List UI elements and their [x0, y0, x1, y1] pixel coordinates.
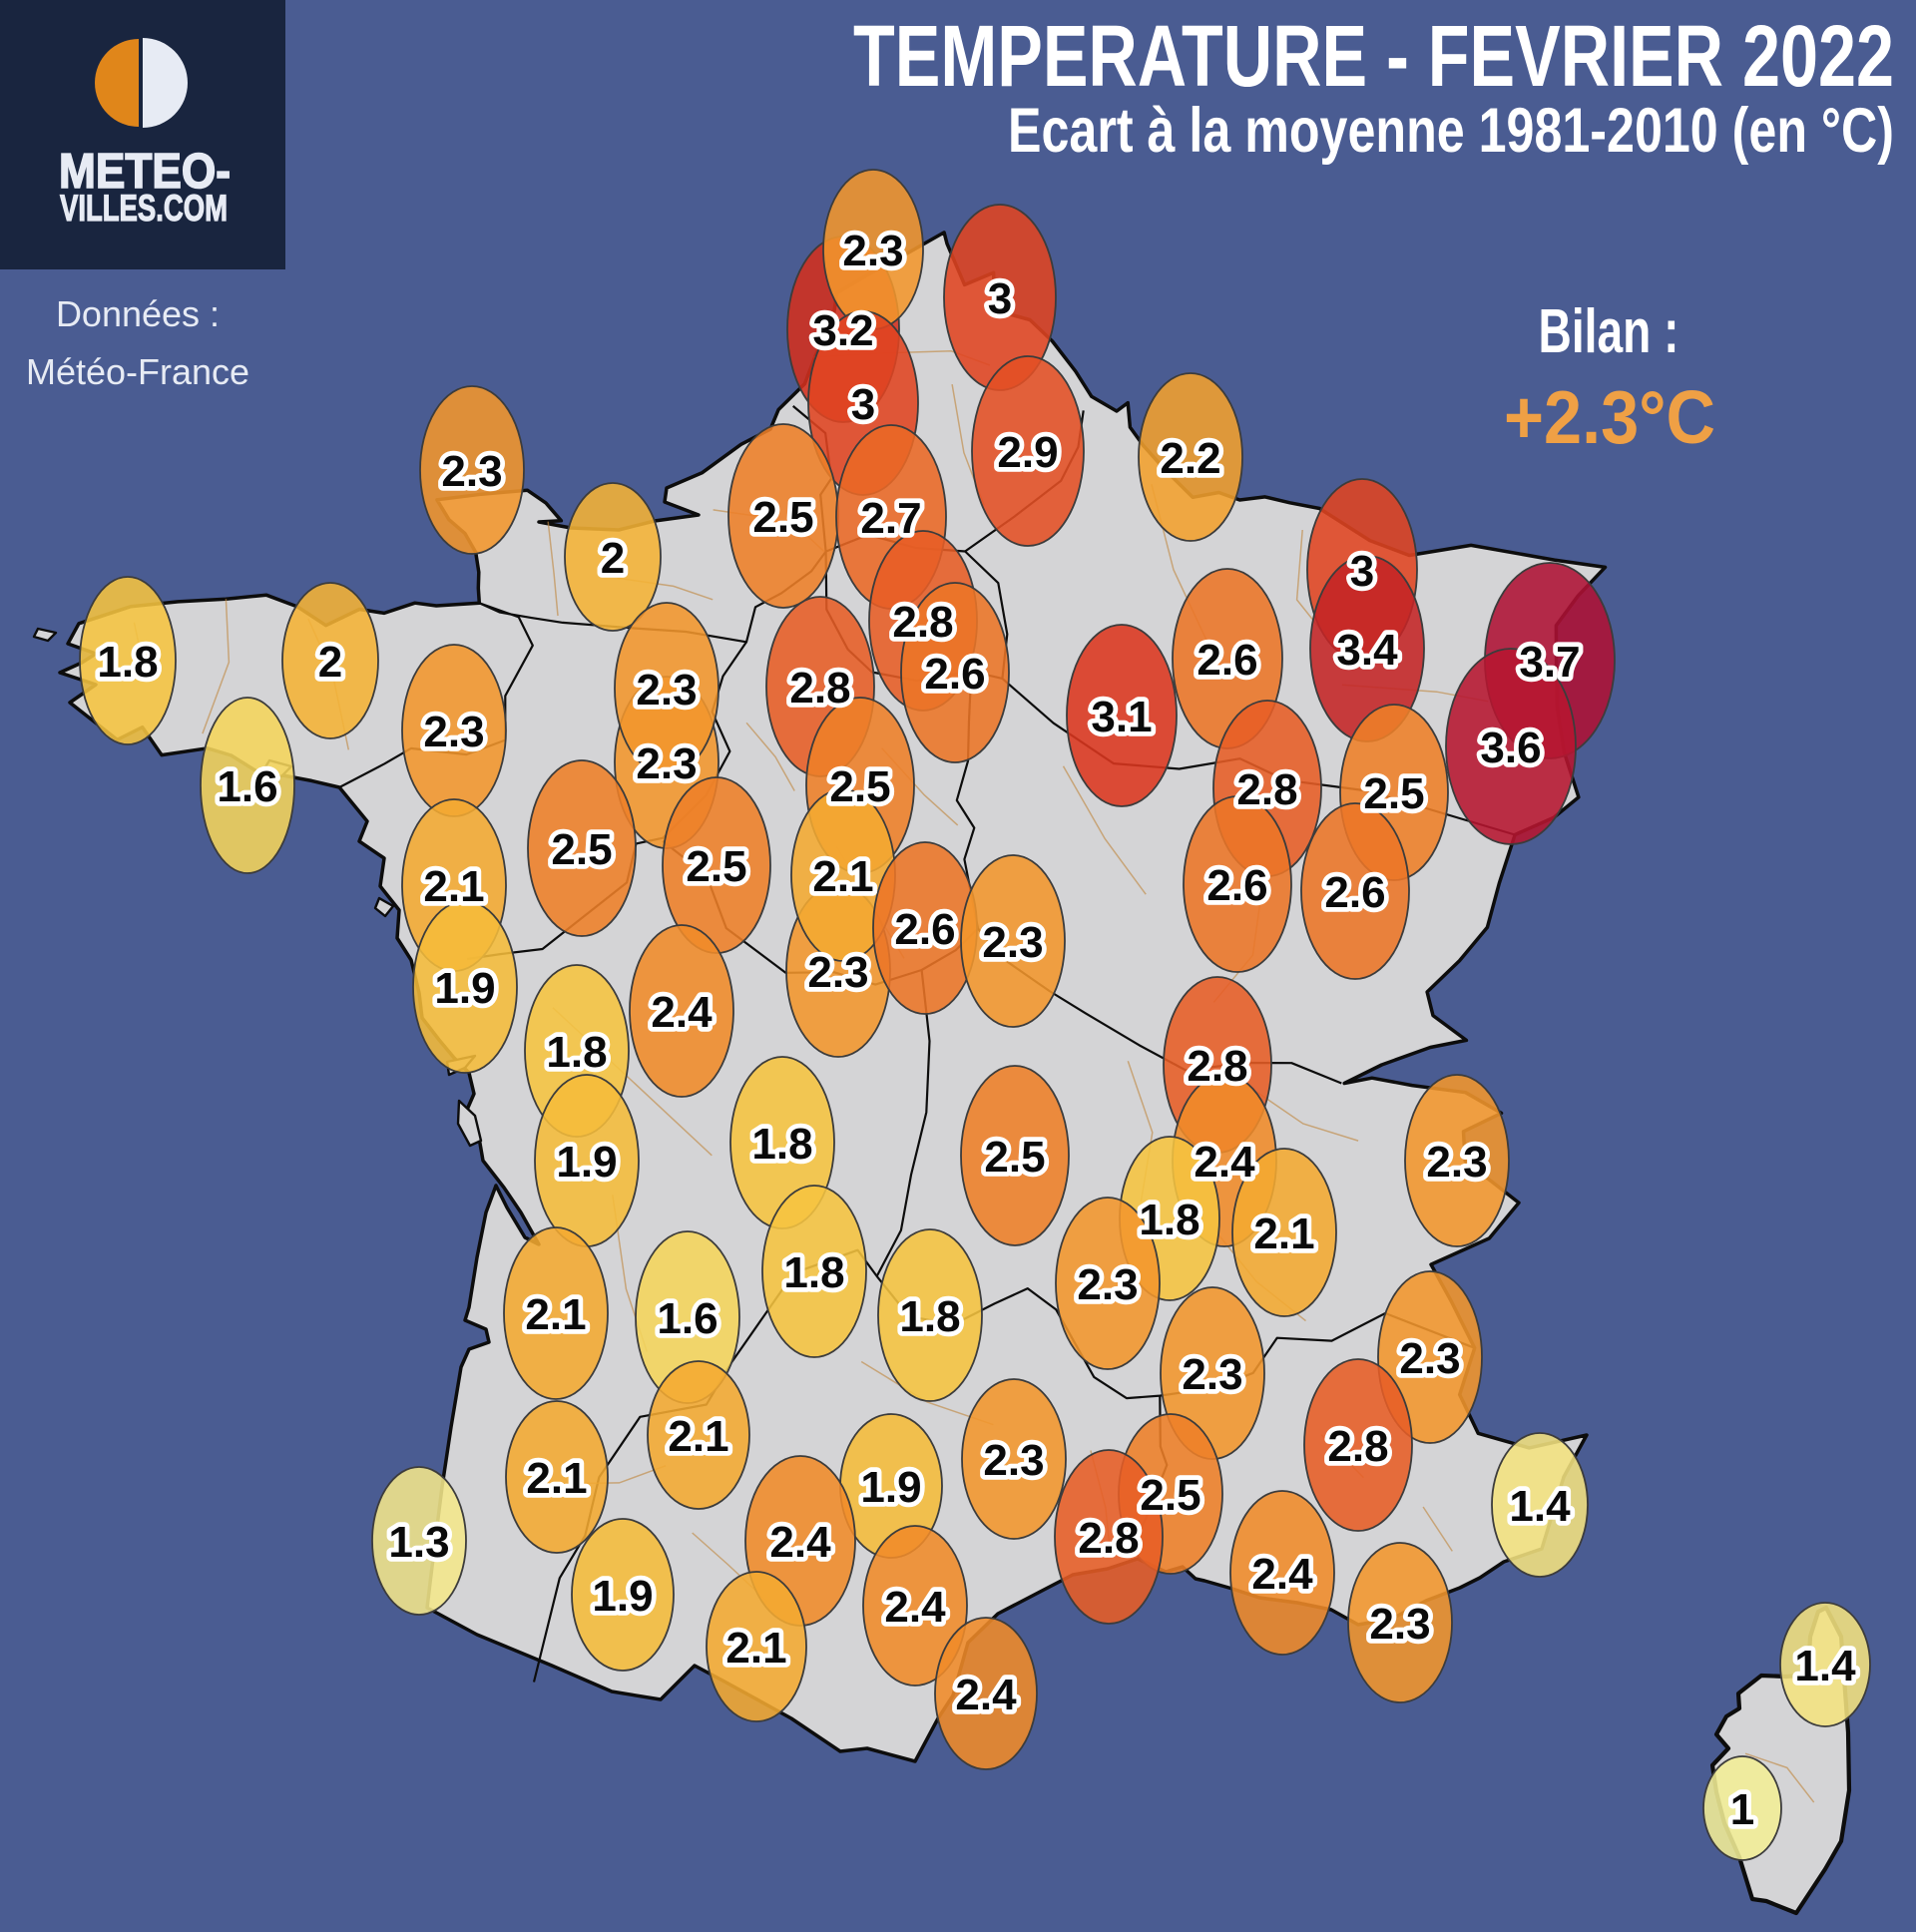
svg-text:Données :: Données : — [56, 293, 220, 334]
svg-text:1.6: 1.6 — [657, 1294, 718, 1343]
svg-text:2.4: 2.4 — [1194, 1138, 1255, 1187]
svg-text:2.3: 2.3 — [1077, 1260, 1138, 1309]
svg-text:2.1: 2.1 — [725, 1624, 786, 1673]
svg-text:1.8: 1.8 — [751, 1120, 812, 1169]
svg-text:1.9: 1.9 — [860, 1463, 921, 1512]
svg-text:2.3: 2.3 — [1369, 1600, 1430, 1649]
svg-text:2.5: 2.5 — [829, 762, 890, 811]
svg-text:TEMPERATURE - FEVRIER 2022: TEMPERATURE - FEVRIER 2022 — [853, 8, 1894, 105]
svg-text:2.3: 2.3 — [807, 948, 868, 997]
svg-text:3.6: 3.6 — [1480, 724, 1541, 772]
svg-text:VILLES.COM: VILLES.COM — [60, 188, 228, 229]
svg-text:+2.3°C: +2.3°C — [1504, 375, 1715, 459]
svg-text:2.6: 2.6 — [1206, 861, 1267, 910]
svg-text:2.3: 2.3 — [982, 918, 1043, 967]
svg-text:2.7: 2.7 — [860, 494, 921, 543]
svg-text:2.3: 2.3 — [423, 708, 484, 756]
svg-text:1.6: 1.6 — [217, 762, 277, 811]
svg-text:2.5: 2.5 — [1363, 769, 1424, 818]
svg-text:2.5: 2.5 — [686, 842, 746, 891]
svg-text:2.8: 2.8 — [789, 664, 850, 713]
svg-text:2.4: 2.4 — [955, 1671, 1017, 1719]
svg-text:2.3: 2.3 — [1399, 1334, 1460, 1383]
svg-text:1.9: 1.9 — [556, 1138, 617, 1187]
svg-text:1.9: 1.9 — [592, 1572, 653, 1621]
svg-text:2.5: 2.5 — [551, 825, 612, 874]
svg-text:2.6: 2.6 — [1197, 636, 1257, 685]
svg-text:2: 2 — [601, 534, 625, 583]
svg-text:2.1: 2.1 — [525, 1290, 586, 1339]
svg-text:2.3: 2.3 — [441, 447, 502, 496]
svg-text:2.1: 2.1 — [668, 1412, 728, 1461]
svg-text:2: 2 — [318, 638, 342, 687]
svg-text:2.6: 2.6 — [894, 905, 955, 954]
svg-text:2.3: 2.3 — [1426, 1138, 1487, 1187]
svg-text:2.5: 2.5 — [1140, 1471, 1200, 1520]
svg-text:2.5: 2.5 — [984, 1133, 1045, 1182]
svg-text:1.8: 1.8 — [1139, 1196, 1199, 1244]
svg-text:3.4: 3.4 — [1336, 626, 1398, 675]
svg-text:3.1: 3.1 — [1091, 693, 1152, 741]
svg-text:2.4: 2.4 — [769, 1518, 831, 1567]
svg-text:2.3: 2.3 — [842, 227, 903, 275]
svg-text:1.4: 1.4 — [1794, 1642, 1856, 1690]
svg-text:2.8: 2.8 — [1236, 765, 1297, 814]
svg-text:METEO-: METEO- — [59, 145, 231, 199]
svg-text:1.9: 1.9 — [434, 964, 495, 1013]
svg-text:2.3: 2.3 — [1182, 1350, 1242, 1399]
svg-text:2.3: 2.3 — [636, 739, 697, 788]
svg-text:3: 3 — [851, 380, 875, 429]
svg-text:2.1: 2.1 — [812, 852, 873, 901]
svg-text:1.8: 1.8 — [97, 638, 158, 687]
svg-text:1.4: 1.4 — [1509, 1482, 1571, 1531]
svg-text:2.9: 2.9 — [997, 428, 1058, 477]
svg-text:2.4: 2.4 — [651, 988, 713, 1037]
svg-text:1.8: 1.8 — [546, 1028, 607, 1077]
svg-text:2.8: 2.8 — [1078, 1514, 1139, 1563]
svg-text:2.8: 2.8 — [1187, 1042, 1247, 1091]
svg-text:3: 3 — [1350, 547, 1374, 596]
svg-text:1: 1 — [1730, 1785, 1754, 1834]
svg-text:3: 3 — [988, 274, 1012, 323]
svg-text:2.1: 2.1 — [1253, 1209, 1314, 1258]
svg-text:2.6: 2.6 — [924, 650, 985, 699]
svg-text:2.1: 2.1 — [423, 862, 484, 911]
svg-text:2.2: 2.2 — [1160, 434, 1220, 483]
svg-text:2.6: 2.6 — [1324, 868, 1385, 917]
svg-text:2.4: 2.4 — [884, 1583, 946, 1632]
svg-text:Bilan :: Bilan : — [1539, 297, 1679, 366]
svg-text:Météo-France: Météo-France — [26, 351, 249, 392]
svg-text:3.2: 3.2 — [812, 306, 873, 355]
svg-text:2.3: 2.3 — [983, 1436, 1044, 1485]
svg-text:3.7: 3.7 — [1519, 638, 1580, 687]
svg-text:2.8: 2.8 — [1327, 1422, 1388, 1471]
svg-text:1.8: 1.8 — [783, 1248, 844, 1297]
svg-text:2.8: 2.8 — [892, 598, 953, 647]
svg-text:2.3: 2.3 — [636, 666, 697, 715]
svg-text:2.1: 2.1 — [526, 1454, 587, 1503]
svg-text:2.5: 2.5 — [752, 493, 813, 542]
svg-text:1.8: 1.8 — [899, 1292, 960, 1341]
svg-text:Ecart à la moyenne 1981-2010 (: Ecart à la moyenne 1981-2010 (en °C) — [1008, 96, 1894, 166]
svg-text:2.4: 2.4 — [1251, 1550, 1313, 1599]
svg-text:1.3: 1.3 — [388, 1518, 449, 1567]
